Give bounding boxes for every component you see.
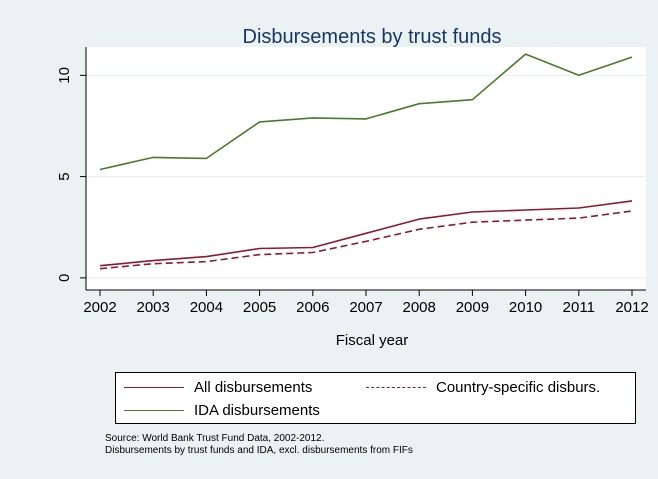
source-note: Source: World Bank Trust Fund Data, 2002… (105, 433, 325, 444)
y-tick-label: 0 (56, 274, 73, 282)
x-tick-label: 2007 (349, 299, 382, 316)
chart-title: Disbursements by trust funds (243, 26, 502, 48)
y-tick-label: 5 (56, 172, 73, 180)
legend-item-all: All disbursements (124, 379, 312, 396)
series-line-1 (99, 210, 633, 270)
description-note: Disbursements by trust funds and IDA, ex… (105, 445, 413, 456)
x-tick-label: 2005 (243, 299, 276, 316)
series-line-2 (99, 53, 633, 171)
series-group (99, 53, 633, 270)
x-axis: 2002 2003 2004 2005 2006 2007 2008 2009 2010 2011… (83, 289, 649, 316)
legend-swatch-ida (124, 410, 184, 411)
legend-swatch-country (366, 387, 426, 388)
plot-area (86, 47, 646, 290)
x-tick-label: 2009 (456, 299, 489, 316)
y-tick-label: 10 (56, 67, 73, 84)
legend-item-ida: IDA disbursements (124, 402, 320, 419)
legend-label-all: All disbursements (194, 379, 313, 396)
legend-swatch-all (124, 387, 184, 388)
x-tick-label: 2008 (403, 299, 436, 316)
legend-item-country: Country-specific disburs. (366, 379, 600, 396)
x-tick-label: 2004 (190, 299, 223, 316)
x-tick-label: 2010 (509, 299, 542, 316)
legend: All disbursements Country-specific disbu… (115, 372, 636, 424)
legend-label-country: Country-specific disburs. (436, 379, 601, 396)
x-tick-label: 2002 (83, 299, 116, 316)
legend-label-ida: IDA disbursements (194, 402, 320, 419)
series-line-0 (99, 200, 633, 267)
x-tick-label: 2011 (563, 299, 595, 316)
x-axis-label: Fiscal year (336, 332, 409, 349)
x-tick-label: 2012 (615, 299, 648, 316)
x-tick-label: 2003 (137, 299, 170, 316)
grid-lines (86, 74, 646, 279)
x-tick-label: 2006 (296, 299, 329, 316)
y-axis: 0 5 10 (56, 47, 87, 290)
